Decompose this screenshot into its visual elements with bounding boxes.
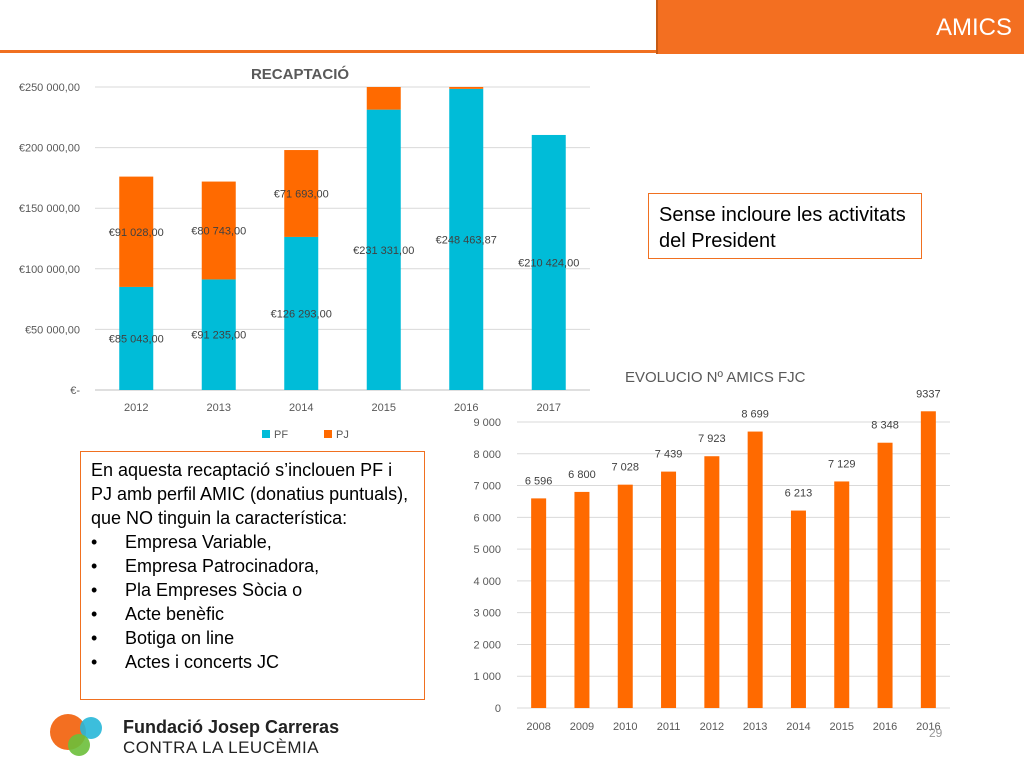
x-tick-label: 2014 [289, 402, 313, 414]
x-tick-label: 2016 [454, 402, 478, 414]
section-title: AMICS [935, 14, 1012, 41]
data-label: 6 596 [525, 475, 553, 487]
bar-pf [449, 88, 484, 390]
y-tick-label: 1 000 [473, 671, 501, 683]
legend-label: PJ [336, 429, 349, 441]
x-tick-label: 2016 [916, 721, 940, 733]
list-item: Empresa Variable, [91, 530, 414, 554]
bar-pf [366, 109, 401, 390]
bar [877, 442, 893, 708]
fjc-logo-icon [50, 714, 102, 756]
org-name: Fundació Josep Carreras [123, 717, 340, 737]
bar [704, 456, 720, 708]
president-note: Sense incloure les activitats del Presid… [648, 193, 922, 259]
data-label: €80 743,00 [191, 225, 246, 237]
chart-title: EVOLUCIO Nº AMICS FJC [625, 369, 806, 386]
bar-pf [119, 286, 154, 390]
bar [574, 491, 590, 708]
bar [661, 471, 677, 708]
data-label: 9337 [916, 388, 940, 400]
y-tick-label: 3 000 [473, 608, 501, 620]
bar-pj [119, 176, 154, 287]
y-tick-label: 6 000 [473, 512, 501, 524]
data-label: 6 213 [785, 488, 813, 500]
x-tick-label: 2008 [526, 721, 550, 733]
list-item: Empresa Patrocinadora, [91, 554, 414, 578]
data-label: €231 331,00 [353, 245, 414, 257]
legend-label: PF [274, 429, 288, 441]
y-tick-label: €50 000,00 [25, 324, 80, 336]
y-tick-label: 9 000 [473, 417, 501, 429]
bar-pj [284, 150, 319, 237]
data-label: €91 235,00 [191, 330, 246, 342]
bar-pj [201, 181, 236, 280]
bar [531, 498, 547, 708]
x-tick-label: 2015 [372, 402, 396, 414]
bar [617, 484, 633, 708]
x-tick-label: 2017 [537, 402, 561, 414]
data-label: €85 043,00 [109, 333, 164, 345]
bar-pf [531, 134, 566, 390]
data-label: 7 923 [698, 433, 726, 445]
list-item: Actes i concerts JC [91, 650, 414, 674]
bar-pj [366, 87, 401, 110]
y-tick-label: 7 000 [473, 481, 501, 493]
recaptacio-note-list: Empresa Variable, Empresa Patrocinadora,… [91, 530, 414, 674]
x-tick-label: 2014 [786, 721, 810, 733]
page-number: 29 [929, 726, 943, 740]
y-tick-label: 8 000 [473, 449, 501, 461]
y-tick-label: €150 000,00 [19, 203, 80, 215]
legend-swatch [262, 430, 270, 438]
list-item: Acte benèfic [91, 602, 414, 626]
y-tick-label: 2 000 [473, 639, 501, 651]
legend-swatch [324, 430, 332, 438]
y-tick-label: €- [70, 385, 80, 397]
x-tick-label: 2016 [873, 721, 897, 733]
data-label: 7 028 [611, 462, 639, 474]
president-note-text: Sense incloure les activitats del Presid… [659, 204, 906, 252]
y-tick-label: 0 [495, 703, 501, 715]
y-tick-label: €250 000,00 [19, 82, 80, 94]
y-tick-label: €200 000,00 [19, 143, 80, 155]
data-label: €248 463,87 [436, 234, 497, 246]
section-header: AMICS [656, 0, 1024, 54]
list-item: Pla Empreses Sòcia o [91, 578, 414, 602]
x-tick-label: 2009 [570, 721, 594, 733]
data-label: €126 293,00 [271, 308, 332, 320]
bar [920, 411, 936, 708]
y-tick-label: 4 000 [473, 576, 501, 588]
bar-pf [201, 279, 236, 390]
header-rule [0, 50, 656, 53]
evolucio-amics-chart: EVOLUCIO Nº AMICS FJC 0 1 000 2 000 3 000 4 0… [473, 369, 950, 733]
recaptacio-note-intro: En aquesta recaptació s’inclouen PF i PJ… [91, 460, 409, 528]
data-label: 7 439 [655, 449, 683, 461]
data-label: 8 699 [741, 409, 769, 421]
data-label: 7 129 [828, 458, 856, 470]
x-tick-label: 2012 [124, 402, 148, 414]
org-subtitle: CONTRA LA LEUCÈMIA [123, 738, 320, 757]
x-tick-label: 2010 [613, 721, 637, 733]
bar-pj [449, 87, 484, 89]
chart-title: RECAPTACIÓ [251, 65, 349, 83]
recaptacio-chart: RECAPTACIÓ €- €50 000,00 €100 000,00 €150 00… [19, 65, 590, 441]
data-label: 6 800 [568, 469, 596, 481]
x-tick-label: 2011 [657, 721, 681, 733]
y-tick-label: €100 000,00 [19, 264, 80, 276]
bar [790, 510, 806, 708]
data-label: 8 348 [871, 420, 899, 432]
data-label: €91 028,00 [109, 227, 164, 239]
list-item: Botiga on line [91, 626, 414, 650]
x-tick-label: 2012 [700, 721, 724, 733]
x-tick-label: 2015 [830, 721, 854, 733]
data-label: €71 693,00 [274, 188, 329, 200]
y-tick-label: 5 000 [473, 544, 501, 556]
x-tick-label: 2013 [207, 402, 231, 414]
bar [747, 431, 763, 708]
bar [834, 481, 850, 708]
x-tick-label: 2013 [743, 721, 767, 733]
recaptacio-note: En aquesta recaptació s’inclouen PF i PJ… [80, 451, 425, 700]
data-label: €210 424,00 [518, 257, 579, 269]
bar-pf [284, 236, 319, 390]
